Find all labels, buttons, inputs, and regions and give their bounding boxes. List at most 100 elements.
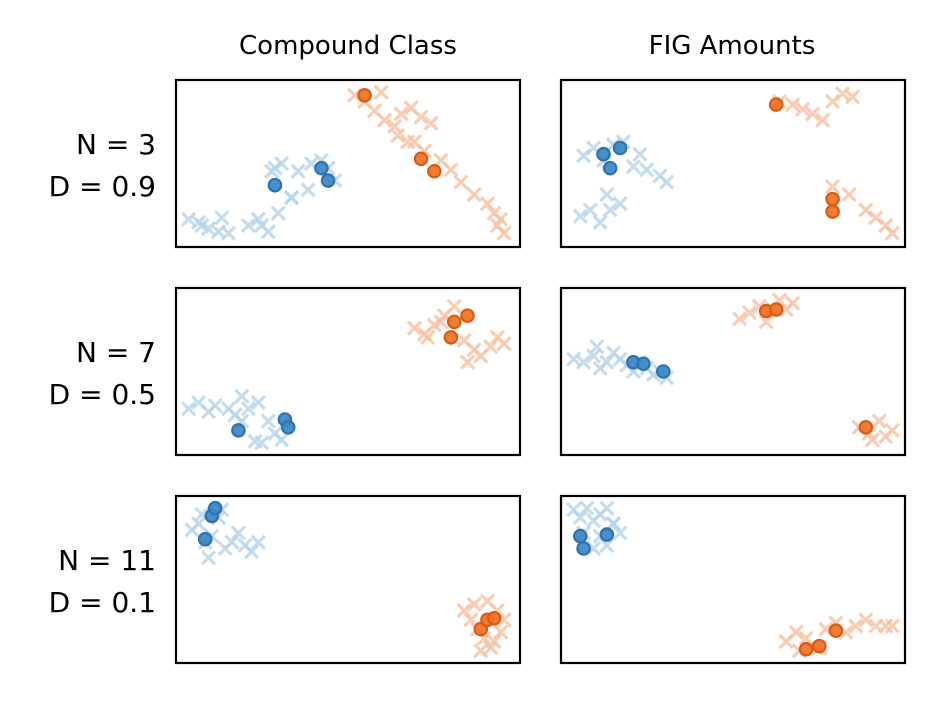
panel-frame bbox=[174, 78, 522, 249]
blue-cross-point bbox=[250, 534, 266, 550]
orange-cross-point bbox=[815, 112, 831, 128]
orange-cross-point bbox=[420, 329, 436, 346]
orange-dot-point bbox=[413, 151, 429, 167]
panel-plot-area bbox=[181, 84, 512, 241]
blue-cross-point bbox=[612, 525, 628, 541]
blue-dot-point bbox=[314, 160, 329, 176]
blue-cross-point bbox=[300, 182, 316, 198]
orange-dot-point bbox=[460, 308, 475, 323]
orange-dot-point bbox=[768, 302, 784, 317]
blue-cross-point bbox=[658, 174, 675, 190]
orange-dot-point bbox=[825, 191, 840, 207]
blue-cross-point bbox=[582, 202, 598, 218]
column-title-fig-amounts: FIG Amounts bbox=[649, 31, 816, 61]
orange-dot-point bbox=[768, 97, 784, 112]
blue-cross-point bbox=[599, 186, 615, 203]
blue-cross-point bbox=[572, 208, 588, 224]
orange-dot-point bbox=[357, 88, 372, 103]
orange-cross-point bbox=[446, 298, 462, 315]
blue-cross-point bbox=[585, 348, 602, 364]
panel-frame bbox=[559, 494, 907, 665]
orange-cross-point bbox=[758, 314, 774, 330]
orange-cross-point bbox=[406, 134, 423, 150]
blue-cross-point bbox=[190, 516, 207, 532]
orange-cross-point bbox=[496, 335, 512, 352]
blue-dot-point bbox=[636, 356, 651, 372]
orange-cross-point bbox=[466, 596, 482, 612]
blue-cross-point bbox=[181, 211, 197, 227]
blue-cross-point bbox=[290, 163, 306, 179]
orange-cross-point bbox=[406, 320, 423, 336]
scatter-panel-r0-c0 bbox=[174, 78, 522, 249]
blue-cross-point bbox=[194, 217, 210, 234]
blue-cross-point bbox=[270, 205, 286, 221]
orange-cross-point bbox=[413, 109, 429, 125]
orange-cross-point bbox=[884, 422, 900, 439]
blue-cross-point bbox=[244, 543, 260, 560]
orange-cross-point bbox=[390, 127, 406, 144]
orange-cross-point bbox=[741, 304, 758, 321]
blue-cross-point bbox=[234, 388, 250, 404]
orange-cross-point bbox=[386, 118, 403, 134]
orange-cross-point bbox=[459, 354, 476, 370]
blue-cross-point bbox=[250, 394, 266, 411]
orange-cross-point bbox=[871, 413, 887, 429]
orange-cross-point bbox=[858, 612, 874, 628]
blue-cross-point bbox=[572, 509, 588, 526]
panel-frame bbox=[174, 494, 522, 665]
panel-frame bbox=[559, 286, 907, 457]
orange-cross-point bbox=[884, 618, 900, 634]
blue-cross-point bbox=[602, 202, 618, 218]
blue-cross-point bbox=[267, 160, 283, 176]
blue-cross-point bbox=[566, 351, 582, 367]
column-title-compound-class: Compound Class bbox=[239, 31, 457, 61]
blue-cross-point bbox=[254, 435, 270, 451]
blue-cross-point bbox=[214, 210, 230, 226]
blue-dot-point bbox=[599, 527, 615, 542]
blue-cross-point bbox=[612, 196, 628, 212]
blue-cross-point bbox=[200, 550, 217, 566]
orange-cross-point bbox=[493, 624, 509, 640]
orange-dot-point bbox=[443, 330, 459, 345]
blue-cross-point bbox=[592, 214, 608, 231]
orange-cross-point bbox=[423, 115, 439, 131]
row-label-n-3: N = 3 bbox=[76, 128, 156, 161]
orange-dot-point bbox=[446, 314, 462, 330]
orange-cross-point bbox=[834, 86, 851, 102]
blue-cross-point bbox=[589, 339, 605, 355]
row-label-d-0.5: D = 0.5 bbox=[49, 378, 156, 411]
scatter-panel-r2-c1 bbox=[559, 494, 907, 665]
panels-group bbox=[174, 78, 907, 665]
blue-dot-point bbox=[231, 423, 246, 438]
orange-cross-point bbox=[443, 162, 459, 178]
blue-cross-point bbox=[625, 158, 642, 175]
orange-cross-point bbox=[848, 618, 864, 634]
orange-cross-point bbox=[393, 106, 409, 122]
orange-cross-point bbox=[785, 295, 801, 311]
blue-dot-point bbox=[572, 528, 588, 544]
blue-cross-point bbox=[575, 354, 592, 370]
panel-plot-area bbox=[184, 500, 512, 659]
blue-cross-point bbox=[599, 354, 615, 370]
row-label-n-7: N = 7 bbox=[76, 336, 156, 369]
orange-cross-point bbox=[824, 179, 841, 195]
panel-plot-area bbox=[181, 298, 512, 451]
orange-cross-point bbox=[373, 84, 389, 100]
orange-cross-point bbox=[788, 624, 804, 640]
orange-dot-point bbox=[858, 419, 874, 435]
orange-cross-point bbox=[732, 311, 748, 327]
row-label-d-0.1: D = 0.1 bbox=[49, 586, 156, 619]
orange-cross-point bbox=[453, 174, 469, 190]
orange-cross-point bbox=[463, 612, 479, 628]
panel-plot-area bbox=[566, 292, 900, 448]
blue-dot-point bbox=[596, 146, 611, 162]
orange-dot-point bbox=[427, 163, 442, 179]
scatter-panel-r1-c1 bbox=[559, 286, 907, 457]
blue-cross-point bbox=[260, 413, 276, 429]
blue-dot-point bbox=[197, 531, 213, 547]
blue-cross-point bbox=[240, 401, 257, 417]
panel-frame bbox=[559, 78, 907, 249]
scatter-panel-r0-c1 bbox=[559, 78, 907, 249]
blue-cross-point bbox=[632, 146, 648, 162]
scatter-panel-r1-c0 bbox=[174, 286, 522, 457]
